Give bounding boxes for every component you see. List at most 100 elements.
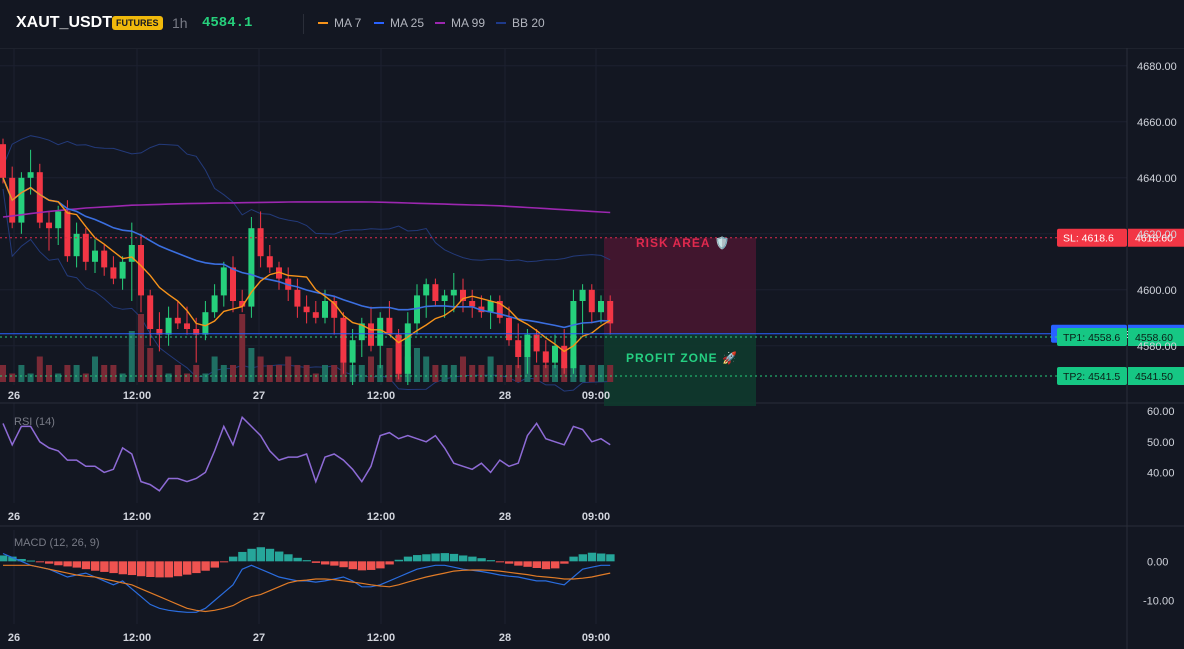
- macd-histogram-bar: [8, 556, 17, 562]
- legend-bb20[interactable]: BB 20: [496, 16, 545, 30]
- macd-histogram-bar: [514, 561, 523, 566]
- volume-bar: [368, 356, 374, 382]
- time-axes: 26 12:00 27 12:00 28 09:00 26 12:00 27 12:00 28 09:…: [8, 390, 610, 644]
- tp2-price-label: 4541.50: [1135, 371, 1173, 383]
- macd-histogram-bar: [468, 556, 477, 562]
- macd-histogram-bar: [238, 551, 247, 562]
- macd-histogram-bar: [183, 561, 192, 575]
- legend-ma99[interactable]: MA 99: [435, 16, 485, 30]
- volume-bar: [128, 331, 135, 382]
- volume-bar: [496, 365, 503, 382]
- profit-zone: [604, 333, 756, 406]
- macd-histogram-bar: [385, 561, 394, 565]
- volume-bar: [248, 348, 255, 382]
- sl-price-bg: [1128, 228, 1184, 247]
- candle-body: [533, 334, 540, 352]
- candle-body: [184, 323, 190, 329]
- candles: [0, 138, 614, 385]
- volume-bar: [303, 365, 310, 382]
- candle-body: [542, 351, 549, 363]
- candle-body: [368, 323, 374, 346]
- candle-body: [322, 301, 328, 318]
- ma25-swatch-icon: [374, 21, 384, 24]
- symbol-title[interactable]: XAUT_USDT: [16, 14, 113, 31]
- candle-body: [119, 261, 126, 279]
- volume-bar: [386, 348, 393, 382]
- volume-bar: [285, 356, 292, 382]
- chart-header: XAUT_USDT FUTURES 1h 4584.1 MA 7 MA 25 M…: [0, 0, 1184, 49]
- candle-body: [312, 312, 319, 318]
- macd-histogram-bar: [91, 561, 100, 571]
- volume-bar: [331, 365, 338, 382]
- macd-histogram-bar: [311, 561, 321, 563]
- volume-bar: [18, 365, 25, 382]
- volume-bar: [73, 365, 80, 382]
- volume-bar: [110, 365, 117, 382]
- candle-body: [414, 295, 420, 324]
- candle-body: [36, 172, 43, 223]
- candle-body: [27, 172, 34, 178]
- macd-histogram-bar: [109, 561, 118, 574]
- tp2-tag-bg: [1057, 367, 1127, 385]
- macd-histogram-bar: [293, 557, 302, 562]
- candle-body: [165, 317, 172, 335]
- candle-body: [211, 295, 218, 313]
- time-tick-label: 27: [253, 390, 265, 402]
- time-tick-label: 28: [499, 511, 511, 523]
- macd-line: [2, 552, 611, 613]
- price-tick-label: 4580.00: [1137, 341, 1177, 353]
- candle-body: [110, 267, 117, 279]
- candle-body: [128, 245, 135, 262]
- time-tick-label: 12:00: [123, 390, 151, 402]
- price-tick-label: 4660.00: [1137, 117, 1177, 129]
- legend-ma25[interactable]: MA 25: [374, 16, 424, 30]
- time-tick-label: 26: [8, 390, 20, 402]
- volume-bar: [607, 365, 614, 382]
- macd-histogram-bar: [275, 551, 284, 562]
- volume-bars: [0, 314, 614, 382]
- macd-histogram-bar: [192, 561, 201, 574]
- rsi-tick-label: 40.00: [1147, 467, 1175, 479]
- macd-histogram-bar: [137, 561, 146, 577]
- candle-body: [386, 317, 393, 335]
- legend-ma7[interactable]: MA 7: [318, 16, 361, 30]
- volume-bar: [515, 365, 522, 382]
- volume-bar: [478, 365, 485, 382]
- tp2-tag-label: TP2: 4541.5: [1063, 371, 1120, 383]
- volume-bar: [598, 365, 604, 382]
- price-axes: 4680.00 4660.00 4640.00 4620.00 4600.00 4580.…: [1137, 61, 1177, 608]
- macd-histogram-bar: [606, 554, 615, 562]
- macd-histogram-bar: [486, 560, 495, 562]
- candle-body: [404, 323, 411, 374]
- macd-histogram-bar: [376, 561, 385, 569]
- candle-body: [552, 345, 558, 363]
- macd-histogram-bar: [173, 561, 183, 577]
- volume-bar: [92, 356, 98, 382]
- volume-bar: [579, 365, 586, 382]
- volume-bar: [542, 365, 549, 382]
- candle-body: [598, 301, 604, 313]
- volume-bar: [377, 365, 384, 382]
- macd-histogram-bar: [72, 561, 81, 568]
- timeframe-label[interactable]: 1h: [172, 15, 188, 31]
- candle-body: [230, 267, 236, 301]
- macd-histogram-bar: [569, 556, 578, 562]
- volume-bar: [82, 373, 89, 382]
- macd-histogram-bar: [247, 548, 256, 562]
- tp2-price-bg: [1128, 367, 1184, 385]
- profit-zone-label: PROFIT ZONE 🚀: [626, 351, 738, 365]
- candle-body: [257, 228, 264, 257]
- time-tick-label: 27: [253, 632, 265, 644]
- volume-bar: [588, 365, 595, 382]
- time-tick-label: 12:00: [367, 511, 395, 523]
- candle-body: [73, 233, 80, 257]
- time-tick-label: 09:00: [582, 511, 610, 523]
- candle-body: [441, 295, 448, 301]
- volume-bar: [211, 356, 218, 382]
- macd-tick-label: -10.00: [1143, 596, 1174, 608]
- macd-histogram-bar: [45, 561, 54, 564]
- candle-body: [515, 340, 522, 357]
- macd-histogram-bar: [155, 561, 164, 578]
- macd-histogram-bar: [284, 554, 293, 562]
